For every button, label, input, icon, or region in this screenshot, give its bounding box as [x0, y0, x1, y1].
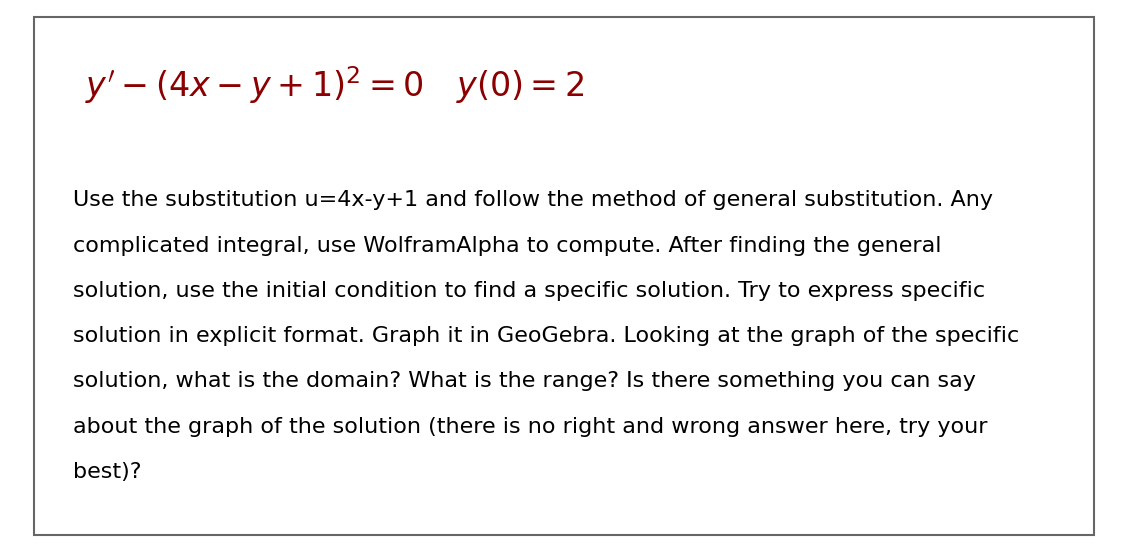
- Text: best)?: best)?: [73, 462, 142, 482]
- Text: complicated integral, use WolframAlpha to compute. After finding the general: complicated integral, use WolframAlpha t…: [73, 236, 942, 256]
- Text: solution, use the initial condition to find a specific solution. Try to express : solution, use the initial condition to f…: [73, 281, 986, 301]
- Text: solution, what is the domain? What is the range? Is there something you can say: solution, what is the domain? What is th…: [73, 371, 976, 391]
- FancyBboxPatch shape: [34, 17, 1094, 535]
- Text: Use the substitution u=4x-y+1 and follow the method of general substitution. Any: Use the substitution u=4x-y+1 and follow…: [73, 190, 994, 210]
- Text: about the graph of the solution (there is no right and wrong answer here, try yo: about the graph of the solution (there i…: [73, 417, 988, 437]
- Text: solution in explicit format. Graph it in GeoGebra. Looking at the graph of the s: solution in explicit format. Graph it in…: [73, 326, 1020, 346]
- Text: $y' - (4x - y + 1)^{2} = 0 \quad y(0) = 2$: $y' - (4x - y + 1)^{2} = 0 \quad y(0) = …: [85, 65, 584, 107]
